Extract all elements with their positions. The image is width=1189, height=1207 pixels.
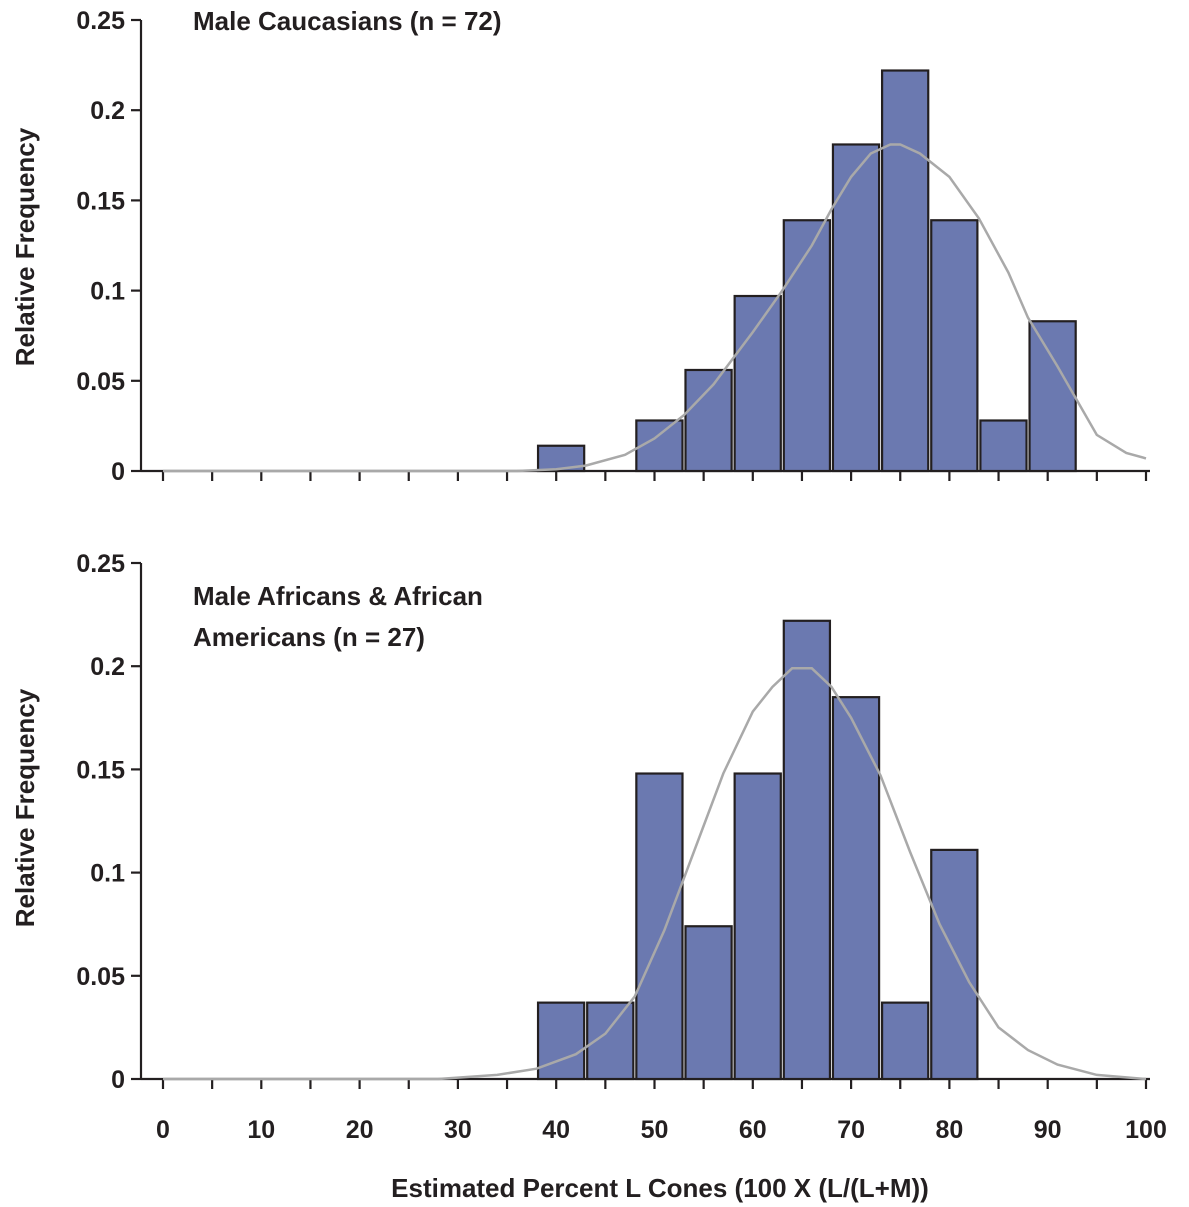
top-panel-y-tick-label: 0.15 <box>76 187 125 215</box>
bottom-panel-y-ticks: 0 0.05 0.1 0.15 0.2 0.25 <box>76 550 141 1094</box>
bottom-panel-y-tick-label: 0.1 <box>90 860 125 888</box>
bottom-panel-y-tick-label: 0.15 <box>76 756 125 784</box>
top-panel-bar <box>782 219 832 473</box>
x-tick-label: 10 <box>247 1116 275 1144</box>
bottom-panel-y-tick-label: 0 <box>111 1066 125 1094</box>
x-axis-title: Estimated Percent L Cones (100 X (L/(L+M… <box>391 1173 929 1203</box>
x-tick-label: 80 <box>935 1116 963 1144</box>
top-panel-bar <box>979 419 1028 473</box>
top-panel-bar <box>1028 320 1077 473</box>
top-panel-fitted-curve <box>163 143 1147 473</box>
bottom-panel-bars <box>536 619 979 1081</box>
x-tick-label: 60 <box>739 1116 767 1144</box>
top-panel-y-axis-title: Relative Frequency <box>10 127 40 366</box>
bottom-panel-y-axis-title: Relative Frequency <box>10 688 40 927</box>
top-panel-y-tick-label: 0.25 <box>76 7 125 35</box>
bottom-panel-title-line-1: Male Africans & African <box>193 581 483 611</box>
top-panel-bar <box>831 143 881 473</box>
top-panel-male-caucasians: Male Caucasians (n = 72) Relative Freque… <box>10 6 1150 486</box>
top-panel-title-line-1: Male Caucasians (n = 72) <box>193 6 502 36</box>
x-tick-label: 20 <box>346 1116 374 1144</box>
bottom-panel-bar <box>782 619 832 1081</box>
x-tick-label: 50 <box>641 1116 669 1144</box>
bottom-panel-bar <box>536 1001 586 1081</box>
bottom-panel-male-africans: Male Africans & African Americans (n = 2… <box>10 550 1167 1203</box>
bottom-panel-y-tick-label: 0.05 <box>76 963 125 991</box>
top-panel-bar <box>880 69 930 473</box>
bottom-panel-x-ticks: 0 10 20 30 40 50 60 70 80 90 100 <box>156 1079 1167 1144</box>
x-tick-label: 90 <box>1034 1116 1062 1144</box>
top-panel-y-tick-label: 0.1 <box>90 278 125 306</box>
bottom-panel-bar <box>684 925 733 1081</box>
top-panel-y-tick-label: 0.2 <box>90 97 125 125</box>
bottom-panel-bar <box>930 848 979 1081</box>
bottom-panel-bar <box>635 772 684 1081</box>
bottom-panel-y-tick-label: 0.25 <box>76 550 125 578</box>
top-panel-y-ticks: 0 0.05 0.1 0.15 0.2 0.25 <box>76 7 141 486</box>
bottom-panel-title-line-2: Americans (n = 27) <box>193 622 425 652</box>
x-tick-label: 100 <box>1125 1116 1167 1144</box>
bottom-panel-bar <box>831 696 881 1081</box>
top-panel-bar <box>930 219 979 473</box>
bottom-panel-y-tick-label: 0.2 <box>90 653 125 681</box>
top-panel-bar <box>536 444 586 473</box>
x-tick-label: 40 <box>542 1116 570 1144</box>
bottom-panel-bar <box>880 1001 930 1081</box>
top-panel-x-ticks <box>161 471 1148 481</box>
bottom-panel-fitted-curve <box>163 667 1147 1081</box>
x-tick-label: 30 <box>444 1116 472 1144</box>
top-panel-y-tick-label: 0 <box>111 458 125 486</box>
top-panel-bar <box>733 294 782 473</box>
top-panel-y-tick-label: 0.05 <box>76 368 125 396</box>
x-tick-label: 0 <box>156 1116 170 1144</box>
top-panel-bar <box>635 419 684 473</box>
top-panel-bar <box>684 368 733 473</box>
bottom-panel-bar <box>733 772 782 1081</box>
top-panel-bars <box>536 69 1077 473</box>
x-tick-label: 70 <box>837 1116 865 1144</box>
